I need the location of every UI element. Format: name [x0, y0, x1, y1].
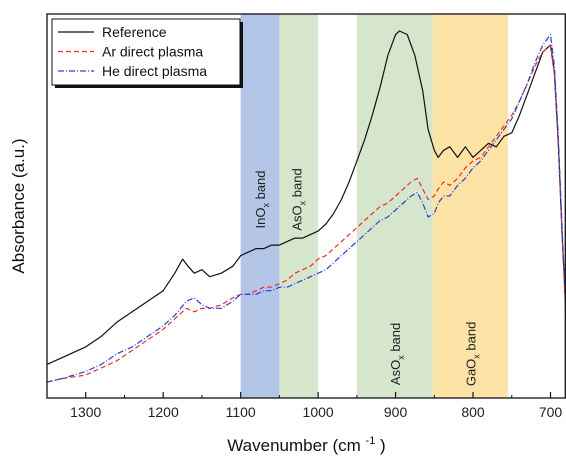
x-tick-label-1300: 1300: [70, 404, 101, 420]
band-label-subscript: x: [297, 200, 307, 205]
x-tick-label-1000: 1000: [303, 404, 334, 420]
band-label-subscript: x: [396, 355, 406, 360]
series-line-he-direct-plasma: [46, 33, 566, 383]
x-axis-title-text: Wavenumber: [227, 436, 328, 455]
series-line-reference: [46, 30, 566, 365]
x-axis-unit-superscript: -1: [366, 435, 376, 447]
band-label-rest: band: [289, 168, 304, 201]
x-axis-unit-open: (cm: [332, 436, 360, 455]
band-region-3: [432, 14, 508, 398]
band-region-0: [240, 14, 280, 398]
band-label-subscript: x: [472, 354, 482, 359]
x-tick-label-1200: 1200: [148, 404, 179, 420]
x-tick-label-800: 800: [461, 404, 485, 420]
band-label-rest: band: [253, 170, 268, 203]
band-label-main: AsO: [289, 205, 304, 230]
band-label-rest: band: [388, 323, 403, 356]
x-tick-label-900: 900: [384, 404, 408, 420]
series-line-ar-direct-plasma: [46, 44, 566, 383]
band-label-rest: band: [464, 322, 479, 355]
band-label-main: InO: [253, 208, 268, 229]
x-axis-title: Wavenumber (cm -1 ): [227, 429, 385, 455]
band-label-main: GaO: [464, 359, 479, 386]
legend: Reference Ar direct plasma He direct plasm…: [51, 18, 243, 88]
band-label-2: AsOx band: [388, 323, 406, 385]
band-region-1: [279, 14, 319, 398]
x-tick-label-1100: 1100: [226, 404, 256, 420]
plot-frame: [46, 13, 566, 399]
x-axis-unit-close: ): [380, 436, 386, 455]
band-label-subscript: x: [261, 203, 271, 208]
legend-label-2: He direct plasma: [102, 63, 207, 79]
band-label-3: GaOx band: [464, 322, 482, 387]
legend-label-0: Reference: [102, 24, 167, 40]
legend-label-1: Ar direct plasma: [102, 44, 203, 60]
band-label-main: AsO: [388, 360, 403, 385]
x-tick-label-700: 700: [539, 404, 563, 420]
x-axis-ticks: 1300 1200 1100 1000 900 800 700: [46, 392, 563, 420]
band-label-0: InOx band: [253, 170, 271, 228]
y-axis-title: Absorbance (a.u.): [9, 138, 28, 273]
band-label-1: AsOx band: [289, 168, 307, 230]
data-series: [46, 30, 566, 383]
